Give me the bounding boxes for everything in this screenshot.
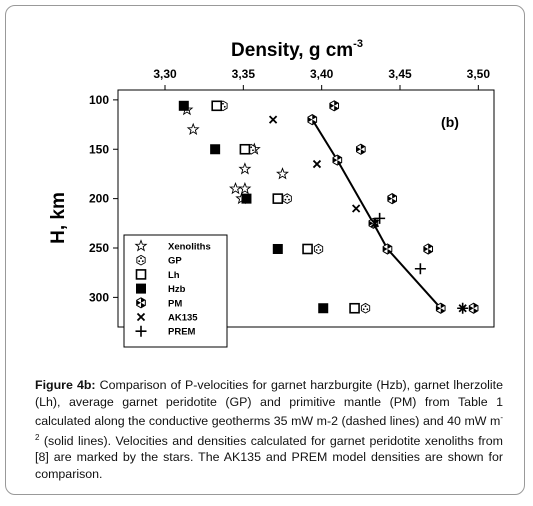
marker-gp <box>282 193 292 204</box>
legend: Xenoliths GP Lh Hzb PM AK135 PREM <box>123 234 228 348</box>
marker-pm <box>307 114 318 126</box>
marker-hzb <box>178 100 189 111</box>
figure-caption: Figure 4b: Comparison of P-velocities fo… <box>35 377 503 482</box>
marker-prem <box>457 302 469 314</box>
legend-label: PM <box>168 298 182 309</box>
marker-lh <box>211 100 222 112</box>
y-ticks: 100 150 200 250 300 <box>89 93 118 304</box>
y-tick-label: 100 <box>89 93 109 107</box>
marker-ak135 <box>370 219 380 228</box>
y-tick-label: 150 <box>89 142 109 156</box>
marker-xenoliths <box>276 167 289 180</box>
marker-ak135 <box>351 204 361 213</box>
marker-hzb <box>318 303 329 314</box>
figure-frame <box>5 5 525 495</box>
marker-prem <box>414 263 426 275</box>
y-tick-label: 200 <box>89 192 109 206</box>
panel-label: (b) <box>441 114 459 130</box>
legend-label: AK135 <box>168 313 198 324</box>
marker-pm <box>382 243 393 255</box>
marker-xenoliths <box>238 181 252 195</box>
geotherm-line <box>311 119 442 309</box>
x-tick-label: 3,35 <box>232 67 256 81</box>
legend-marker-prem <box>135 325 147 337</box>
marker-pm <box>423 243 434 255</box>
x-ticks: 3,30 3,35 3,40 3,45 3,50 <box>153 67 490 90</box>
marker-lh <box>349 302 360 314</box>
svg-text:Density, g cm-3: Density, g cm-3 <box>231 38 363 61</box>
x-axis-title: Density, g cm-3 <box>231 38 363 61</box>
x-tick-label: 3,50 <box>467 67 491 81</box>
marker-xenoliths <box>238 162 252 175</box>
marker-ak135 <box>268 115 278 124</box>
x-axis-title-sup: -3 <box>353 38 363 50</box>
legend-marker-lh <box>135 269 147 280</box>
legend-label: Hzb <box>168 284 186 295</box>
legend-label: Xenoliths <box>168 242 211 253</box>
y-axis-title: H, km <box>48 192 69 244</box>
x-axis-title-main: Density, g cm <box>231 40 353 61</box>
marker-lh <box>272 193 284 204</box>
legend-marker-hzb <box>136 283 146 294</box>
marker-xenoliths <box>186 122 200 135</box>
caption-text-1: Comparison of P-velocities for garnet ha… <box>35 378 504 429</box>
plot-area <box>117 89 495 328</box>
marker-lh <box>239 143 251 155</box>
marker-hzb <box>210 144 221 155</box>
y-tick-label: 300 <box>89 290 109 304</box>
caption-label: Figure 4b: <box>35 378 96 392</box>
marker-xenoliths <box>229 181 242 195</box>
legend-marker-ak135 <box>136 312 146 322</box>
density-depth-chart: Density, g cm-3 H, km 3,30 3,35 3,40 3,45 3,… <box>48 38 495 348</box>
marker-lh <box>302 243 313 255</box>
marker-prem <box>374 212 386 224</box>
x-tick-label: 3,30 <box>153 67 177 81</box>
marker-pm <box>356 143 366 155</box>
caption-text-2: (solid lines). Velocities and densities … <box>35 433 503 481</box>
marker-pm <box>332 154 343 166</box>
legend-marker-pm <box>136 297 146 309</box>
marker-hzb <box>241 193 252 204</box>
marker-hzb <box>272 243 283 254</box>
legend-marker-xenoliths <box>134 239 148 252</box>
marker-pm <box>329 100 340 112</box>
legend-label: PREM <box>168 327 196 338</box>
y-tick-label: 250 <box>89 241 109 255</box>
marker-gp <box>360 302 371 314</box>
marker-pm <box>468 302 479 314</box>
x-tick-label: 3,45 <box>388 67 412 81</box>
legend-label: GP <box>168 256 182 267</box>
legend-label: Lh <box>168 270 180 281</box>
data-markers <box>178 100 479 314</box>
marker-ak135 <box>312 159 322 169</box>
legend-marker-gp <box>136 254 146 266</box>
marker-pm <box>368 217 379 229</box>
marker-pm <box>387 193 397 205</box>
x-tick-label: 3,40 <box>310 67 334 81</box>
marker-gp <box>313 243 324 255</box>
marker-pm <box>435 302 446 314</box>
caption-sup: -2 <box>35 413 503 442</box>
fit-lines <box>311 119 442 309</box>
